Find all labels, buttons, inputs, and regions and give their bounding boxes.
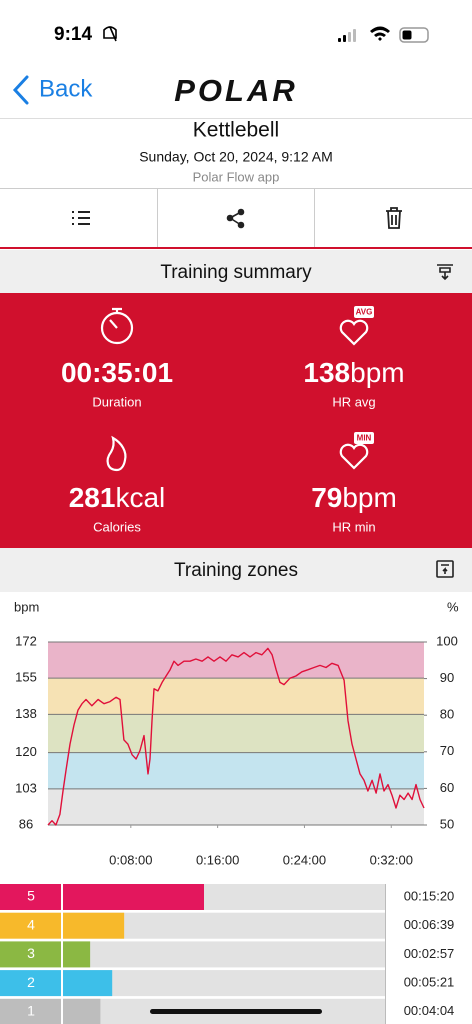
heart-icon <box>339 319 369 346</box>
y2-tick-label: 100 <box>436 633 458 648</box>
workout-title: Kettlebell <box>193 119 279 142</box>
home-indicator <box>150 1009 322 1014</box>
hr-chart: bpm % 86 103 120 138 155 172 50 60 70 80 90 100 0:08:0… <box>14 599 459 867</box>
stopwatch-icon <box>100 307 134 345</box>
heart-icon <box>339 443 369 470</box>
metric-value: 138bpm <box>303 357 404 388</box>
x-tick-label: 0:32:00 <box>370 852 413 867</box>
metric-value: 79bpm <box>311 482 397 513</box>
zone-number: 1 <box>27 1003 35 1019</box>
zone-label-cell <box>0 941 61 968</box>
zone-number: 2 <box>27 974 35 990</box>
zone-band <box>48 642 424 679</box>
metric-number: 281 <box>69 482 116 513</box>
delete-button[interactable] <box>386 207 402 229</box>
y-tick-label: 103 <box>15 780 37 795</box>
badge-label: MIN <box>357 434 372 443</box>
zone-bar <box>63 912 125 939</box>
y2-tick-label: 70 <box>440 743 454 758</box>
back-button[interactable]: Back <box>12 75 93 105</box>
zone-track <box>63 970 385 997</box>
y-tick-label: 172 <box>15 633 37 648</box>
zone-time: 00:05:21 <box>404 975 455 990</box>
y-tick-label: 138 <box>15 706 37 721</box>
divider <box>0 247 472 249</box>
y-tick-label: 86 <box>19 816 33 831</box>
section-header[interactable] <box>0 250 472 293</box>
zone-bar <box>63 998 101 1024</box>
zone-time: 00:06:39 <box>404 917 455 932</box>
metric-unit: kcal <box>115 482 165 513</box>
zone-label-cell <box>0 912 61 939</box>
divider <box>385 884 386 1024</box>
y2-tick-label: 80 <box>440 707 454 722</box>
zone-time: 00:04:04 <box>404 1003 455 1018</box>
zone-label-cell <box>0 884 61 910</box>
x-tick-label: 0:08:00 <box>109 852 152 867</box>
collapse-icon[interactable] <box>437 264 453 281</box>
y2-axis-label: % <box>447 599 459 614</box>
x-tick-label: 0:24:00 <box>283 852 326 867</box>
divider <box>314 189 315 248</box>
zone-band <box>48 714 424 753</box>
silent-icon <box>103 26 117 42</box>
zone-table: 5 00:15:20 4 00:06:39 3 00:02:57 2 00:05:21 1 00:… <box>0 884 454 1024</box>
y2-tick-label: 60 <box>440 780 454 795</box>
status-icons <box>338 26 429 43</box>
share-button[interactable] <box>226 208 245 229</box>
divider <box>157 189 158 248</box>
section-title: Training zones <box>174 560 298 581</box>
zone-label-cell <box>0 998 61 1024</box>
zone-band <box>48 752 424 789</box>
zone-number: 4 <box>27 916 35 932</box>
zone-bar <box>63 941 91 968</box>
zone-time: 00:15:20 <box>404 888 455 903</box>
metric-number: 79 <box>311 482 342 513</box>
badge: AVG MIN <box>354 306 374 444</box>
section-header[interactable] <box>0 548 472 592</box>
metric-unit: bpm <box>342 482 396 513</box>
badge-label: AVG <box>356 308 373 317</box>
metric-number: 138 <box>303 357 350 388</box>
back-label[interactable]: Back <box>39 75 93 102</box>
workout-source: Polar Flow app <box>193 169 280 184</box>
metric-value: 281kcal <box>69 482 166 513</box>
zone-number: 5 <box>27 888 35 904</box>
metric-label: HR avg <box>332 394 375 409</box>
x-tick-label: 0:16:00 <box>196 852 239 867</box>
hr-line <box>47 647 425 826</box>
metric-value: 00:35:01 <box>61 357 173 388</box>
zone-label-cell <box>0 970 61 997</box>
y2-tick-label: 90 <box>440 670 454 685</box>
metric-label: Calories <box>93 519 141 534</box>
y2-tick-label: 50 <box>440 816 454 831</box>
zone-bar <box>63 970 113 997</box>
expand-icon[interactable] <box>436 560 454 578</box>
zone-band <box>48 788 424 825</box>
zone-time: 00:02:57 <box>404 946 455 961</box>
divider <box>0 188 472 189</box>
metric-number: 00:35:01 <box>61 357 173 388</box>
logo: POLAR <box>174 73 298 108</box>
section-title: Training summary <box>160 262 312 283</box>
zone-number: 3 <box>27 945 35 961</box>
status-time: 9:14 <box>54 24 92 45</box>
zone-band <box>48 678 424 715</box>
y-tick-label: 120 <box>15 744 37 759</box>
zone-track <box>63 941 385 968</box>
summary-panel <box>0 293 472 548</box>
list-button[interactable] <box>72 211 90 225</box>
metric-label: HR min <box>332 519 375 534</box>
zone-bar <box>63 884 204 910</box>
flame-icon <box>106 435 127 472</box>
divider <box>0 118 472 119</box>
workout-date: Sunday, Oct 20, 2024, 9:12 AM <box>139 149 333 165</box>
y-axis-label: bpm <box>14 599 39 614</box>
metric-unit: bpm <box>350 357 404 388</box>
y-tick-label: 155 <box>15 670 37 685</box>
metric-label: Duration <box>92 394 141 409</box>
